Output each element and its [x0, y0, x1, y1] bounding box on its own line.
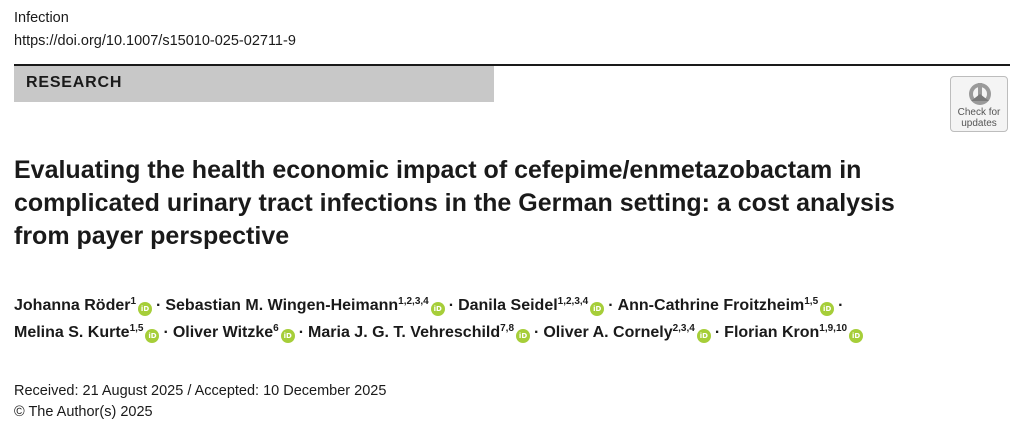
copyright-notice: © The Author(s) 2025: [14, 404, 153, 420]
author-name[interactable]: Florian Kron: [724, 324, 820, 341]
check-for-updates-line1: Check for: [957, 107, 1001, 118]
doi-link[interactable]: https://doi.org/10.1007/s15010-025-02711…: [14, 33, 296, 49]
received-accepted-dates: Received: 21 August 2025 / Accepted: 10 …: [14, 383, 387, 399]
orcid-icon[interactable]: iD: [820, 302, 835, 316]
check-for-updates-icon: [969, 83, 991, 105]
author-name[interactable]: Danila Seidel: [458, 297, 558, 314]
author-item: Oliver A. Cornely2,3,4iD: [543, 323, 711, 343]
check-for-updates-button[interactable]: Check for updates: [950, 76, 1008, 132]
author-name[interactable]: Sebastian M. Wingen-Heimann: [165, 297, 399, 314]
journal-name: Infection: [14, 10, 69, 26]
orcid-icon[interactable]: iD: [138, 302, 153, 316]
author-item: Melina S. Kurte1,5iD: [14, 323, 160, 343]
article-type-label: RESEARCH: [26, 74, 123, 91]
author-affiliation: 6: [273, 323, 279, 334]
author-separator: ·: [608, 297, 614, 314]
orcid-icon[interactable]: iD: [849, 329, 864, 343]
author-affiliation: 1,2,3,4: [557, 296, 589, 307]
author-separator: ·: [298, 324, 305, 341]
author-item: Ann-Cathrine Froitzheim1,5iD: [617, 296, 835, 316]
author-name[interactable]: Melina S. Kurte: [14, 324, 130, 341]
section-bar: RESEARCH: [14, 66, 494, 102]
orcid-icon[interactable]: iD: [696, 329, 711, 343]
author-item: Oliver Witzke6iD: [172, 323, 295, 343]
author-item: Sebastian M. Wingen-Heimann1,2,3,4iD: [165, 296, 445, 316]
author-affiliation: 1: [130, 296, 137, 307]
check-for-updates-label: Check for updates: [951, 107, 1007, 129]
author-separator: ·: [534, 324, 540, 341]
orcid-icon[interactable]: iD: [430, 302, 445, 316]
author-affiliation: 1,9,10: [819, 323, 848, 334]
author-name[interactable]: Maria J. G. T. Vehreschild: [308, 324, 501, 341]
orcid-icon[interactable]: iD: [590, 302, 605, 316]
author-name[interactable]: Oliver Witzke: [172, 324, 274, 341]
author-affiliation: 2,3,4: [672, 323, 695, 334]
author-affiliation: 1,5: [804, 296, 819, 307]
author-affiliation: 1,5: [129, 323, 144, 334]
orcid-icon[interactable]: iD: [516, 329, 531, 343]
author-separator: ·: [714, 324, 721, 341]
orcid-icon[interactable]: iD: [145, 329, 160, 343]
author-separator: ·: [163, 324, 169, 341]
check-for-updates-line2: updates: [961, 118, 997, 129]
author-name[interactable]: Ann-Cathrine Froitzheim: [617, 297, 805, 314]
author-affiliation: 7,8: [500, 323, 515, 334]
author-separator: ·: [156, 297, 162, 314]
author-name[interactable]: Oliver A. Cornely: [543, 324, 673, 341]
author-item: Danila Seidel1,2,3,4iD: [458, 296, 605, 316]
author-item: Maria J. G. T. Vehreschild7,8iD: [308, 323, 531, 343]
author-item: Johanna Röder1iD: [14, 296, 153, 316]
article-title: Evaluating the health economic impact of…: [14, 156, 895, 250]
author-affiliation: 1,2,3,4: [398, 296, 429, 307]
author-separator: ·: [838, 297, 844, 314]
author-item: Florian Kron1,9,10iD: [724, 323, 864, 343]
author-name[interactable]: Johanna Röder: [14, 297, 131, 314]
orcid-icon[interactable]: iD: [280, 329, 295, 343]
header-rule: [14, 64, 1010, 66]
author-list: Johanna Röder1iD · Sebastian M. Wingen-Hei…: [14, 292, 1004, 346]
author-separator: ·: [448, 297, 455, 314]
